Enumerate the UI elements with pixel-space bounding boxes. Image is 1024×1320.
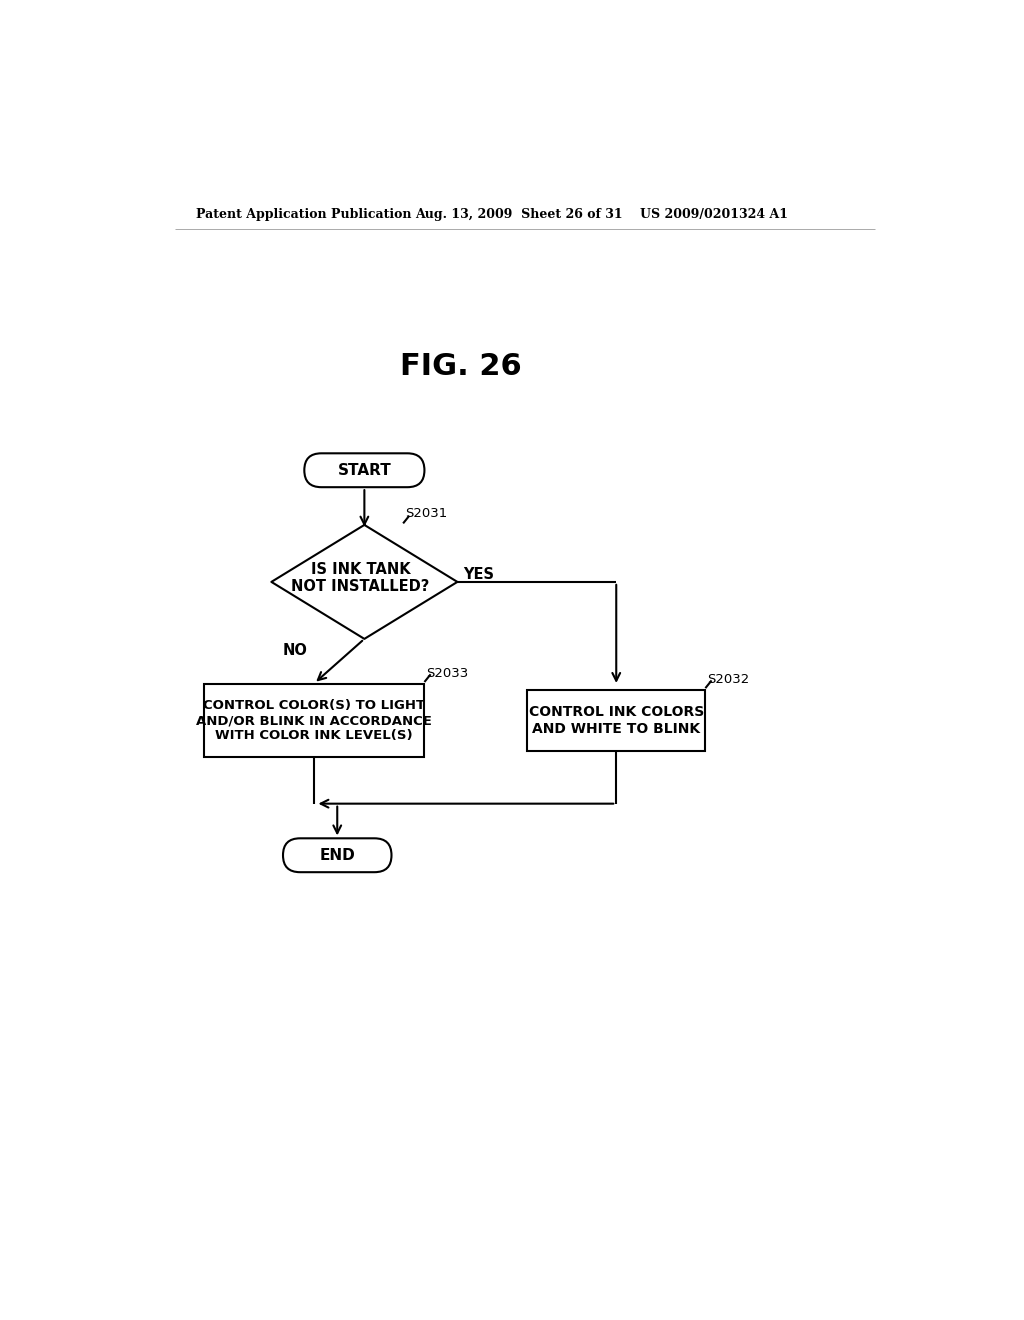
Text: Aug. 13, 2009  Sheet 26 of 31: Aug. 13, 2009 Sheet 26 of 31 [415, 209, 623, 222]
Text: YES: YES [464, 566, 495, 582]
Text: CONTROL INK COLORS
AND WHITE TO BLINK: CONTROL INK COLORS AND WHITE TO BLINK [528, 705, 703, 735]
Text: START: START [338, 463, 391, 478]
Text: IS INK TANK
NOT INSTALLED?: IS INK TANK NOT INSTALLED? [291, 562, 430, 594]
FancyBboxPatch shape [283, 838, 391, 873]
FancyBboxPatch shape [527, 689, 706, 751]
Text: S2032: S2032 [707, 673, 750, 686]
Text: S2031: S2031 [404, 507, 446, 520]
FancyBboxPatch shape [204, 684, 424, 758]
Text: FIG. 26: FIG. 26 [400, 352, 522, 380]
Text: S2033: S2033 [426, 667, 468, 680]
Text: US 2009/0201324 A1: US 2009/0201324 A1 [640, 209, 787, 222]
Text: END: END [319, 847, 355, 863]
Text: NO: NO [283, 643, 308, 657]
Text: CONTROL COLOR(S) TO LIGHT
AND/OR BLINK IN ACCORDANCE
WITH COLOR INK LEVEL(S): CONTROL COLOR(S) TO LIGHT AND/OR BLINK I… [196, 700, 432, 742]
Text: Patent Application Publication: Patent Application Publication [197, 209, 412, 222]
FancyBboxPatch shape [304, 453, 424, 487]
